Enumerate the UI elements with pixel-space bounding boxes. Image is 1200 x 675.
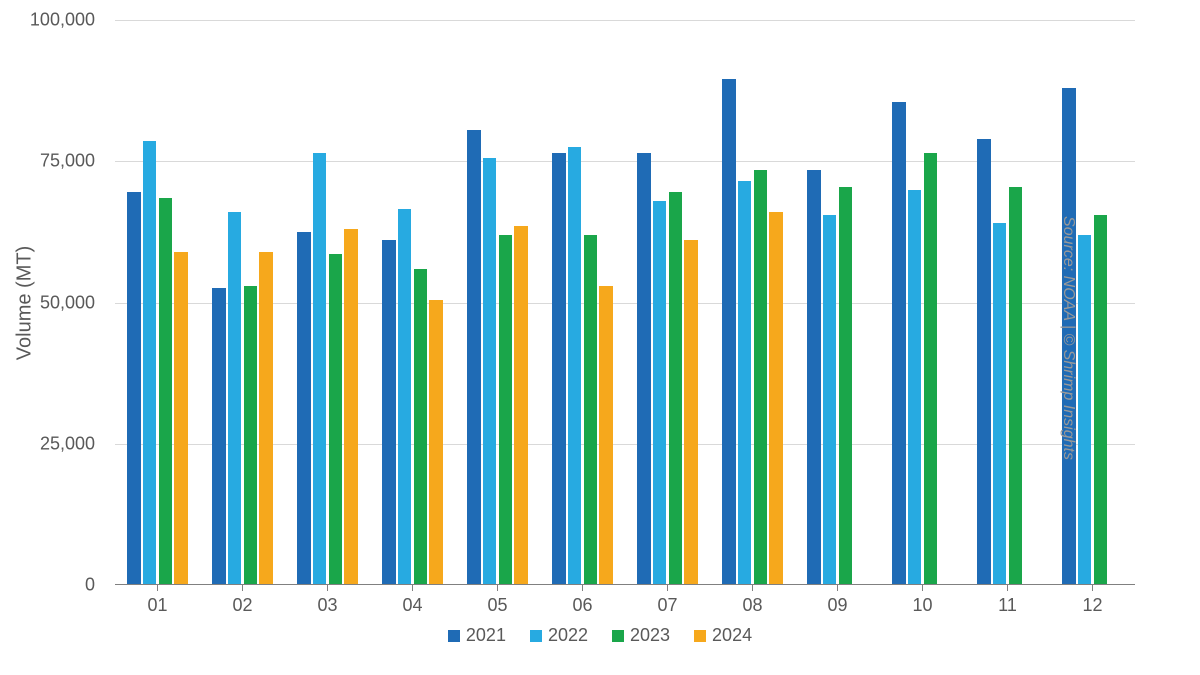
x-tick [1092,585,1093,591]
legend-item: 2024 [694,625,752,646]
x-tick-label: 12 [1082,595,1102,616]
legend-swatch [612,630,624,642]
legend-swatch [448,630,460,642]
plot-area: 010203040506070809101112 [115,20,1135,585]
bar [1078,235,1092,585]
legend-label: 2022 [548,625,588,646]
bar [174,252,188,585]
x-tick [242,585,243,591]
legend-item: 2023 [612,625,670,646]
legend-label: 2023 [630,625,670,646]
x-tick-label: 03 [317,595,337,616]
x-tick-label: 06 [572,595,592,616]
bar [259,252,273,585]
legend-swatch [694,630,706,642]
bar [467,130,481,585]
y-tick-label: 100,000 [5,10,95,31]
bar [1094,215,1108,585]
x-tick-label: 02 [232,595,252,616]
bar [313,153,327,585]
x-tick [582,585,583,591]
x-tick-label: 11 [998,595,1017,616]
bar [329,254,343,585]
x-tick [837,585,838,591]
x-tick-label: 10 [912,595,932,616]
bar [1009,187,1023,585]
legend-label: 2021 [466,625,506,646]
bar [429,300,443,585]
bar [684,240,698,585]
legend-label: 2024 [712,625,752,646]
bar [552,153,566,585]
bar [344,229,358,585]
bar [127,192,141,585]
bar [499,235,513,585]
bar [807,170,821,585]
bar [637,153,651,585]
x-tick [327,585,328,591]
bar [892,102,906,585]
bar [568,147,582,585]
legend: 2021 2022 2023 2024 [0,625,1200,646]
bar [977,139,991,585]
chart-container: 010203040506070809101112 025,00050,00075… [115,20,1135,585]
bar [599,286,613,585]
x-tick [922,585,923,591]
x-tick [497,585,498,591]
x-axis [115,584,1135,585]
bar [143,141,157,585]
bar [159,198,173,585]
x-tick [1007,585,1008,591]
bar [382,240,396,585]
x-tick-label: 04 [402,595,422,616]
y-tick-label: 25,000 [5,433,95,454]
bar [514,226,528,585]
x-tick-label: 05 [487,595,507,616]
x-tick [412,585,413,591]
bar [244,286,258,585]
legend-item: 2022 [530,625,588,646]
bars-layer [115,20,1135,585]
y-axis-title: Volume (MT) [14,245,37,359]
x-tick-label: 08 [742,595,762,616]
x-tick [667,585,668,591]
x-tick-label: 09 [827,595,847,616]
y-tick-label: 0 [5,575,95,596]
bar [297,232,311,585]
bar [398,209,412,585]
bar [653,201,667,585]
x-tick-label: 01 [147,595,167,616]
bar [993,223,1007,585]
bar [754,170,768,585]
bar [908,190,922,586]
bar [738,181,752,585]
legend-item: 2021 [448,625,506,646]
bar [823,215,837,585]
bar [212,288,226,585]
bar [839,187,853,585]
bar [228,212,242,585]
bar [924,153,938,585]
source-attribution: Source: NOAA | © Shrimp Insights [1059,216,1077,460]
legend-swatch [530,630,542,642]
bar [669,192,683,585]
x-tick [157,585,158,591]
x-tick-label: 07 [657,595,677,616]
bar [584,235,598,585]
y-tick-label: 75,000 [5,151,95,172]
x-tick [752,585,753,591]
bar [414,269,428,585]
bar [722,79,736,585]
bar [483,158,497,585]
bar [769,212,783,585]
